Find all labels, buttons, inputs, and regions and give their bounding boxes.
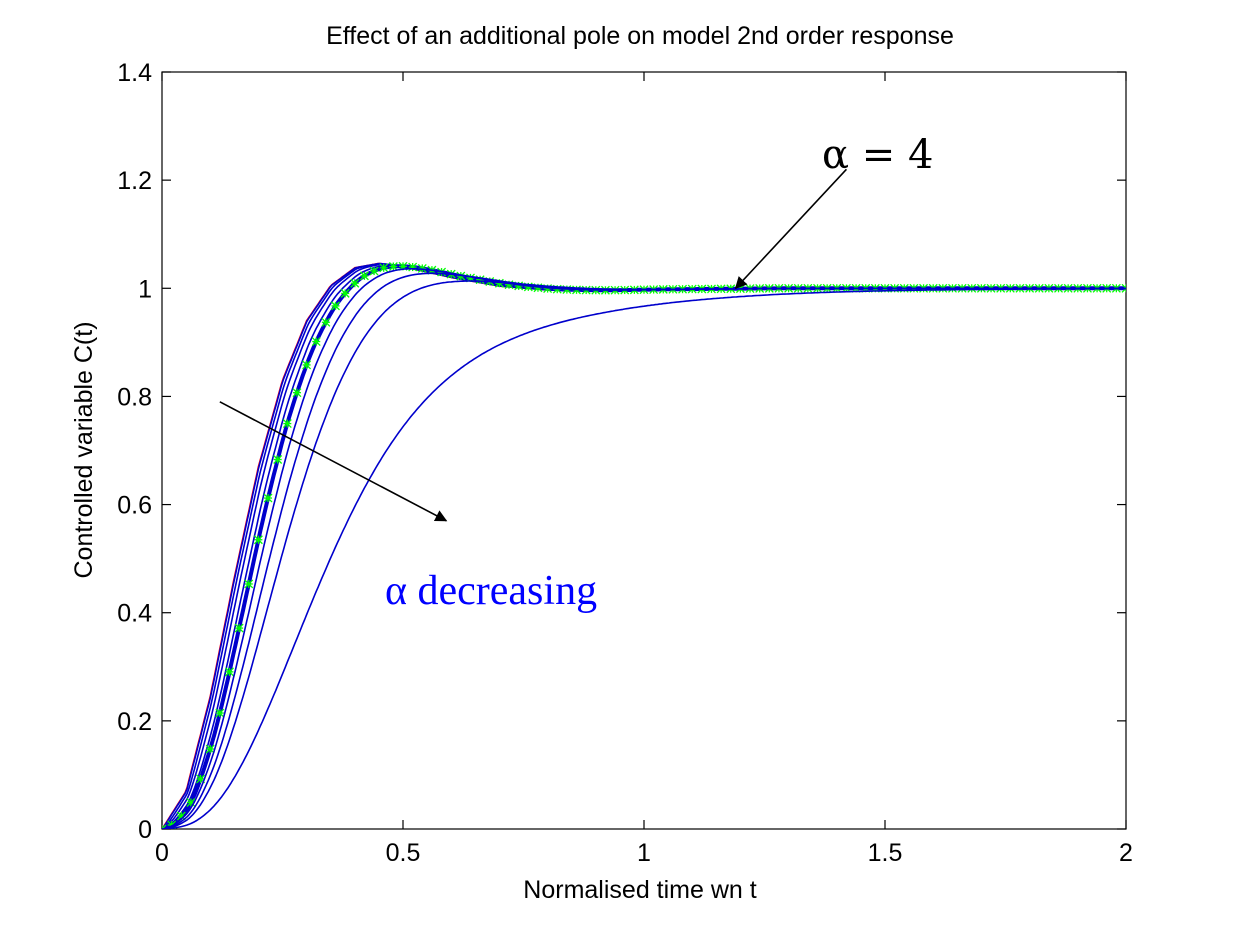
y-axis-label: Controlled variable C(t) (70, 321, 98, 578)
series-marker (273, 455, 283, 464)
series-marker (340, 288, 350, 298)
series-marker (379, 263, 389, 273)
x-tick-label: 0.5 (386, 839, 421, 867)
series-marker (162, 824, 167, 829)
y-tick-label: 0 (138, 816, 152, 844)
series-marker (244, 579, 254, 589)
series-marker (292, 388, 302, 398)
series-marker (253, 535, 263, 545)
series-line (162, 280, 1126, 829)
y-tick-label: 0.2 (117, 708, 152, 736)
series-marker (359, 271, 369, 281)
series-marker (225, 667, 234, 677)
y-tick-label: 0.4 (117, 600, 152, 628)
x-tick-label: 0 (155, 839, 169, 867)
series-line (162, 267, 1126, 829)
series-marker (408, 262, 418, 272)
series-marker (263, 493, 273, 503)
x-tick-label: 1 (637, 839, 651, 867)
series-marker (234, 623, 244, 633)
x-tick-label: 1.5 (868, 839, 903, 867)
series-marker (350, 278, 360, 288)
series-marker (388, 262, 398, 271)
series-marker (205, 744, 215, 754)
y-tick-label: 1.2 (117, 167, 152, 195)
annotation-alpha4: α = 4 (822, 132, 933, 178)
plot-frame (161, 71, 1127, 830)
x-tick-label: 2 (1119, 839, 1133, 867)
annotation-arrow-decreasing (219, 401, 448, 522)
annotation-layer: α = 4 α decreasing (219, 132, 933, 614)
series-marker (331, 301, 340, 311)
series-layer (162, 261, 1126, 829)
series-marker (321, 317, 331, 327)
series-line (162, 272, 1126, 829)
series-marker (196, 774, 206, 784)
series-marker (311, 337, 321, 346)
series-line (162, 287, 1126, 829)
x-axis-label: Normalised time wn t (523, 876, 756, 904)
annotation-alpha-decreasing: α decreasing (385, 568, 597, 614)
chart-title: Effect of an additional pole on model 2n… (326, 22, 954, 50)
y-tick-label: 1 (138, 275, 152, 303)
y-tick-label: 0.6 (117, 492, 152, 520)
series-marker (282, 419, 292, 429)
series-line (162, 264, 1126, 829)
axis-ticks: 0 0.5 1 1.5 2 0 0.2 0.4 0.6 0.8 1 1.2 1.4 (117, 59, 1133, 867)
series-marker (302, 360, 312, 370)
y-tick-label: 1.4 (117, 59, 152, 87)
annotation-arrow-alpha4 (734, 168, 848, 290)
y-tick-label: 0.8 (117, 383, 152, 411)
series-marker (215, 708, 225, 718)
series-marker (369, 266, 379, 276)
